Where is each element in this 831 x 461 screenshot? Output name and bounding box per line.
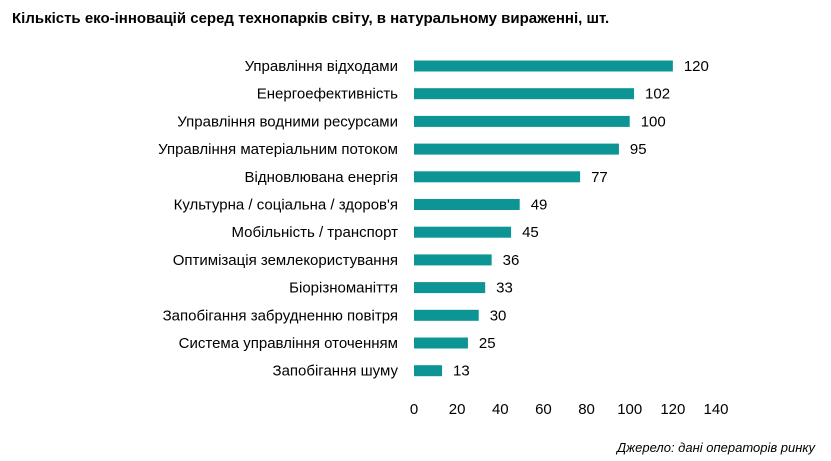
bar: [414, 254, 492, 266]
data-label: 102: [645, 86, 670, 103]
bars: [414, 60, 673, 377]
data-label: 30: [490, 307, 507, 324]
data-label: 13: [453, 363, 470, 380]
chart-title: Кількість еко-інновацій серед технопаркі…: [12, 10, 610, 27]
x-tick-label: 100: [617, 401, 642, 418]
data-label: 49: [531, 197, 548, 214]
x-tick-label: 120: [660, 401, 685, 418]
x-tick-label: 20: [449, 401, 466, 418]
category-labels: Управління відходами Енергоефективність Уп…: [158, 58, 398, 380]
category-label: Управління відходами: [245, 58, 398, 75]
bar: [414, 199, 520, 210]
bar: [414, 171, 581, 183]
category-label: Запобігання забрудненню повітря: [163, 307, 398, 324]
category-label: Система управління оточенням: [179, 335, 398, 352]
x-tick-label: 80: [578, 401, 595, 418]
category-label: Біорізноманіття: [289, 280, 398, 297]
category-label: Запобігання шуму: [273, 363, 399, 380]
category-label: Енергоефективність: [257, 86, 398, 103]
bar: [414, 309, 479, 321]
category-label: Мобільність / транспорт: [232, 224, 399, 241]
bar: [414, 115, 630, 127]
data-label: 77: [591, 169, 608, 186]
bar: [414, 143, 619, 155]
category-label: Управління водними ресурсами: [177, 113, 398, 130]
data-label: 95: [630, 141, 647, 158]
x-tick-label: 60: [535, 401, 552, 418]
data-label: 100: [641, 113, 666, 130]
x-axis: 0 20 40 60 80 100 120 140: [410, 401, 729, 418]
source-note: Джерело: дані операторів ринку: [617, 440, 815, 455]
category-label: Відновлювана енергія: [244, 169, 398, 186]
bar: [414, 60, 673, 72]
data-label: 45: [522, 224, 539, 241]
data-label: 36: [503, 252, 520, 269]
bar: [414, 88, 635, 100]
x-tick-label: 40: [492, 401, 509, 418]
bar: [414, 282, 486, 294]
data-label: 120: [684, 58, 709, 75]
x-tick-label: 0: [410, 401, 418, 418]
category-label: Управління матеріальним потоком: [158, 141, 398, 158]
bar: [414, 365, 443, 377]
data-label: 25: [479, 335, 496, 352]
category-label: Оптимізація землекористування: [173, 252, 398, 269]
x-tick-label: 140: [703, 401, 728, 418]
bar: [414, 226, 512, 238]
bar: [414, 337, 468, 349]
category-label: Культурна / соціальна / здоров'я: [174, 197, 398, 214]
data-label: 33: [496, 280, 513, 297]
